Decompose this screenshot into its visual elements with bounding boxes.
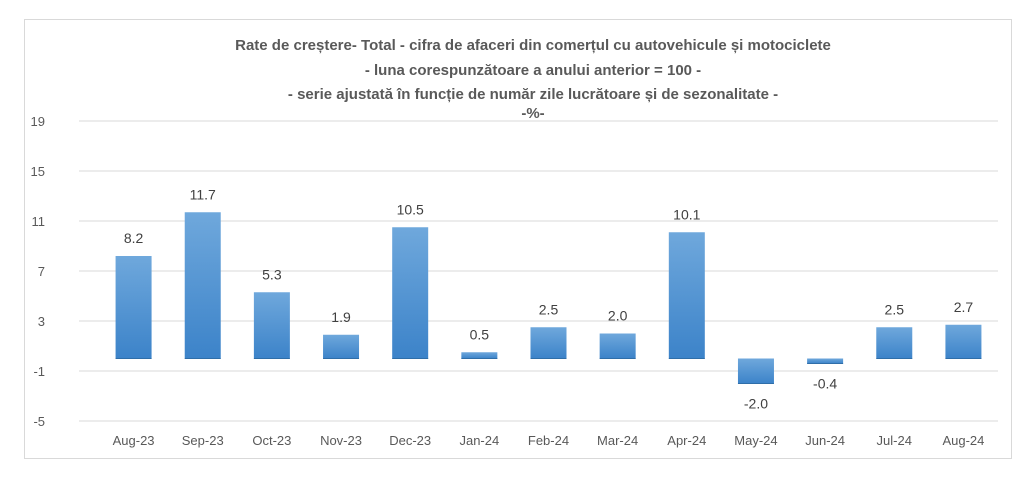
data-labels: 8.2 11.7 5.3 1.9 10.5 0.5 2.5 2.0 10.1 -2.0 -0.4 2.… (124, 186, 974, 411)
x-tick-label: Sep-23 (182, 433, 224, 448)
bar-dec-23 (392, 227, 429, 359)
data-label: 5.3 (262, 266, 282, 282)
data-label: 2.7 (954, 299, 974, 315)
data-label: 11.7 (190, 186, 216, 202)
x-tick-label: Apr-24 (667, 433, 706, 448)
y-tick-label: 15 (31, 164, 45, 179)
data-label: 2.5 (539, 301, 559, 317)
bar-aug-24 (945, 324, 982, 359)
y-axis-ticks: 19 15 11 7 3 -1 -5 (31, 114, 45, 429)
bar-may-24 (737, 358, 774, 384)
y-tick-label: 7 (38, 264, 45, 279)
bar-chart: Rate de creștere- Total - cifra de aface… (31, 37, 998, 448)
bar-feb-24 (530, 327, 567, 359)
bar-sep-23 (184, 212, 221, 359)
bar-mar-24 (599, 333, 636, 359)
x-tick-label: Feb-24 (528, 433, 569, 448)
x-tick-label: May-24 (734, 433, 777, 448)
gridlines (79, 120, 998, 422)
data-label: 10.1 (673, 206, 700, 222)
chart-frame: Rate de creștere- Total - cifra de aface… (24, 19, 1012, 459)
chart-title-line-1: Rate de creștere- Total - cifra de aface… (235, 37, 831, 54)
x-tick-label: Aug-24 (942, 433, 984, 448)
chart-title-line-2: - luna corespunzătoare a anului anterior… (365, 62, 701, 79)
bar-jun-24 (807, 358, 844, 364)
x-tick-label: Oct-23 (252, 433, 291, 448)
data-label: 1.9 (331, 309, 351, 325)
data-label: 8.2 (124, 230, 144, 246)
bar-apr-24 (668, 232, 705, 359)
bar-aug-23 (115, 256, 152, 359)
data-label: 2.5 (885, 301, 905, 317)
chart-title-line-4: -%- (521, 105, 544, 122)
y-tick-label: 11 (32, 214, 46, 229)
bar-nov-23 (323, 334, 360, 359)
data-label: -0.4 (813, 376, 837, 392)
data-label: 10.5 (397, 201, 424, 217)
x-tick-label: Dec-23 (389, 433, 431, 448)
x-tick-label: Jun-24 (805, 433, 845, 448)
chart-title-line-3: - serie ajustată în funcție de număr zil… (288, 86, 778, 103)
bars (115, 212, 982, 384)
data-label: 0.5 (470, 326, 490, 342)
y-tick-label: -5 (33, 414, 45, 429)
x-tick-label: Jan-24 (459, 433, 499, 448)
data-label: 2.0 (608, 308, 628, 324)
bar-jan-24 (461, 352, 498, 359)
x-tick-label: Aug-23 (113, 433, 155, 448)
bar-oct-23 (253, 292, 290, 359)
chart-title: Rate de creștere- Total - cifra de aface… (235, 37, 831, 122)
data-label: -2.0 (744, 396, 768, 412)
y-tick-label: 3 (38, 314, 45, 329)
x-tick-label: Jul-24 (877, 433, 912, 448)
y-tick-label: -1 (33, 364, 45, 379)
y-tick-label: 19 (31, 114, 45, 129)
x-axis-ticks: Aug-23 Sep-23 Oct-23 Nov-23 Dec-23 Jan-24 Feb-… (113, 433, 985, 448)
x-tick-label: Nov-23 (320, 433, 362, 448)
x-tick-label: Mar-24 (597, 433, 638, 448)
bar-jul-24 (876, 327, 913, 359)
